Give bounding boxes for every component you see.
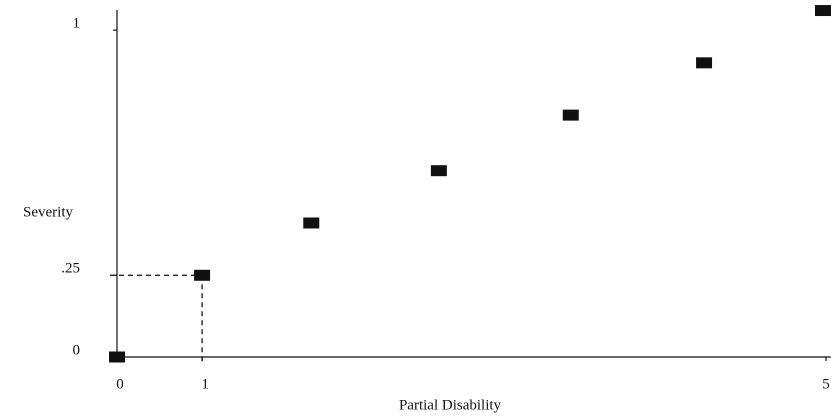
point xyxy=(696,57,713,69)
y-tick-label: 1 xyxy=(73,16,81,32)
point xyxy=(109,351,125,363)
y-tick-label: 0 xyxy=(73,342,81,358)
point xyxy=(562,109,579,121)
point xyxy=(194,269,211,281)
point xyxy=(815,5,831,17)
x-axis-label: Partial Disability xyxy=(399,397,502,413)
y-tick-label: .25 xyxy=(61,261,80,277)
x-tick-label: 0 xyxy=(116,376,124,392)
point xyxy=(430,165,447,177)
x-tick-label: 1 xyxy=(201,376,209,392)
y-axis-label: Severity xyxy=(23,204,73,220)
point xyxy=(303,217,320,229)
x-tick-label: 5 xyxy=(822,376,830,392)
